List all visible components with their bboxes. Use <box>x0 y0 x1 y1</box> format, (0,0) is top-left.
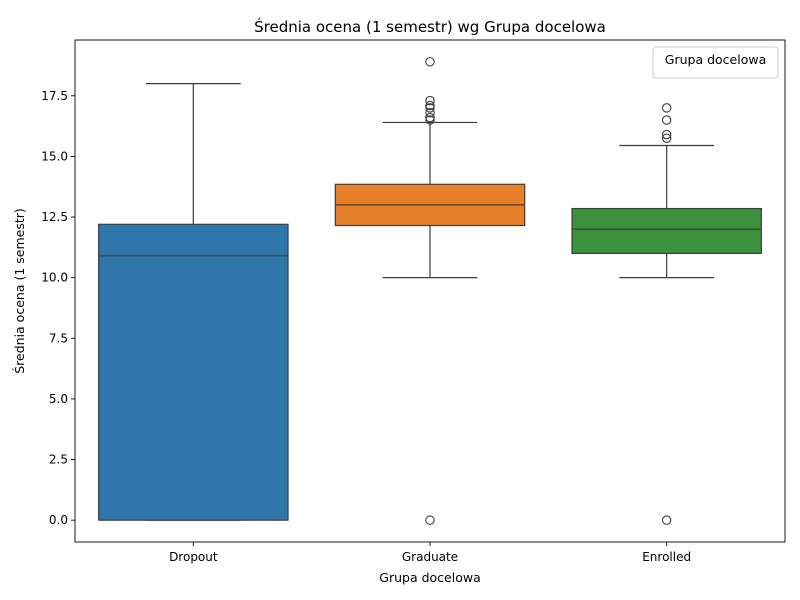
outlier-point <box>425 103 435 113</box>
legend: Grupa docelowa <box>652 46 779 79</box>
y-tick-label: 12.5 <box>41 210 68 224</box>
x-tick-label: Graduate <box>402 550 458 564</box>
x-tick-label: Dropout <box>169 550 218 564</box>
x-axis: Dropout Graduate Enrolled <box>169 542 691 564</box>
y-tick-label: 17.5 <box>41 89 68 103</box>
outlier-point <box>661 115 672 125</box>
x-tick-label: Enrolled <box>642 550 691 564</box>
legend-title: Grupa docelowa <box>665 52 766 67</box>
outlier-point <box>425 112 435 123</box>
y-tick-label: 2.5 <box>49 453 68 467</box>
y-tick-label: 5.0 <box>49 392 68 406</box>
outlier-point <box>425 95 435 106</box>
outlier-point <box>425 57 435 67</box>
outlier-point <box>425 108 435 118</box>
outlier-point <box>661 103 672 113</box>
chart-title: Średnia ocena (1 semestr) wg Grupa docel… <box>254 17 606 36</box>
outlier-point <box>661 515 672 525</box>
y-axis: 0.0 2.5 5.0 7.5 10.0 12.5 15.0 17.5 <box>41 89 75 527</box>
legend-box <box>652 46 779 79</box>
box-group <box>334 57 526 525</box>
outlier-point <box>425 100 435 111</box>
y-tick-label: 7.5 <box>49 331 68 345</box>
box-iqr <box>571 207 762 255</box>
box-group <box>571 103 762 525</box>
plot-frame <box>74 39 786 543</box>
box-iqr <box>98 223 289 521</box>
y-tick-label: 15.0 <box>41 149 68 163</box>
outlier-point <box>661 133 672 143</box>
box-group <box>98 83 289 521</box>
outlier-point <box>425 115 435 125</box>
y-tick-label: 0.0 <box>49 513 68 527</box>
outlier-point <box>661 129 672 140</box>
x-axis-label: Grupa docelowa <box>379 570 480 585</box>
boxes-layer <box>98 57 762 525</box>
outlier-point <box>425 515 435 525</box>
y-axis-label: Średnia ocena (1 semestr) <box>12 208 27 374</box>
y-tick-label: 10.0 <box>41 271 68 285</box>
